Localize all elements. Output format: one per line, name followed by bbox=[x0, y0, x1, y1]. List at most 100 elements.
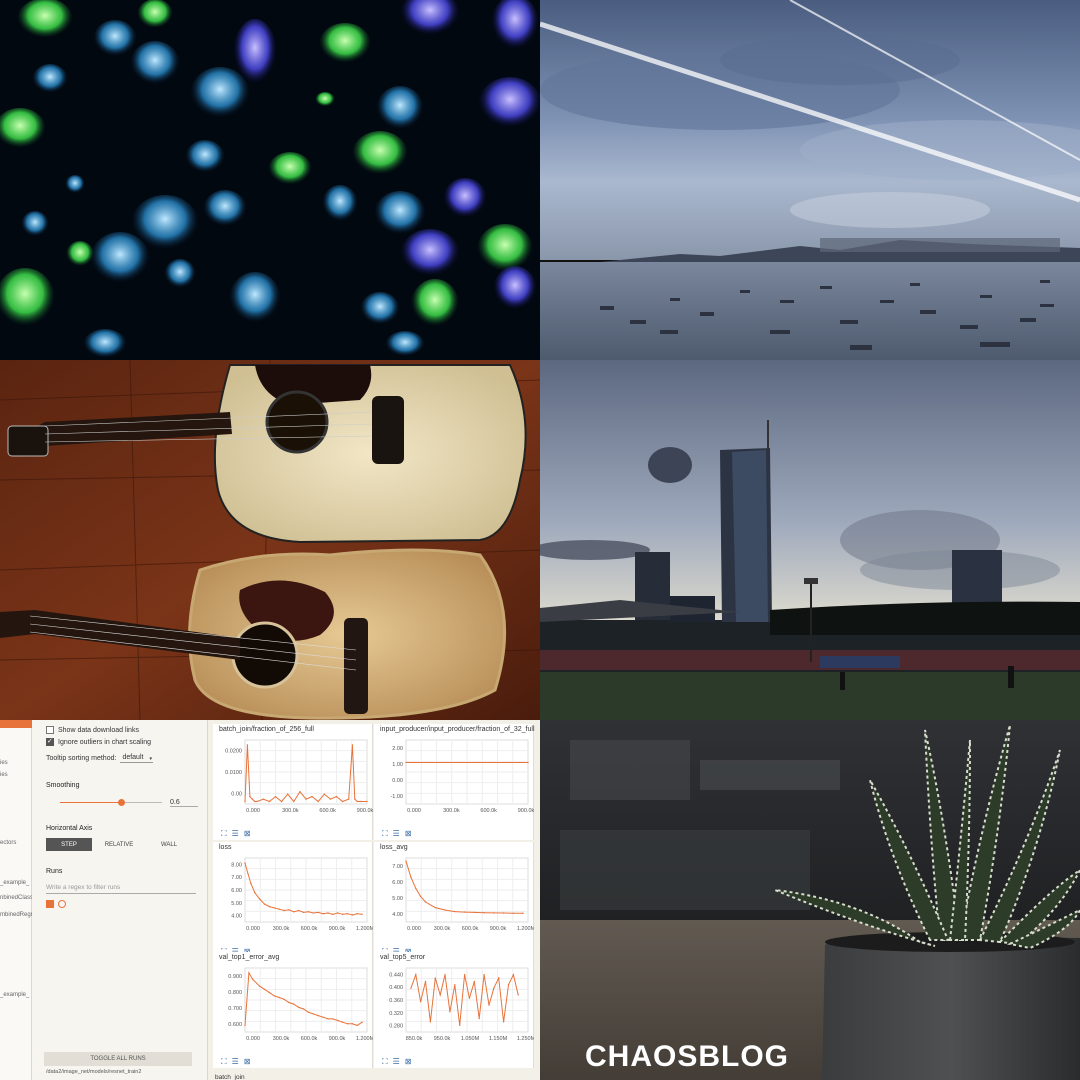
data-point bbox=[502, 1021, 505, 1023]
download-links-checkbox[interactable] bbox=[46, 726, 54, 734]
data-point bbox=[502, 912, 505, 914]
data-point bbox=[254, 800, 256, 803]
data-point bbox=[263, 988, 266, 990]
data-point bbox=[351, 914, 354, 916]
expand-icon[interactable]: ⛶ bbox=[382, 947, 388, 957]
y-tick-label: 8.00 bbox=[231, 862, 242, 868]
data-point bbox=[356, 913, 358, 915]
y-tick-label: -1.00 bbox=[390, 794, 403, 800]
ignore-outliers-option[interactable]: Ignore outliers in chart scaling bbox=[46, 737, 151, 746]
expand-icon[interactable]: ⛶ bbox=[221, 1057, 227, 1066]
data-point bbox=[360, 800, 362, 803]
data-point bbox=[478, 1017, 480, 1020]
x-tick-label: 300.0k bbox=[443, 808, 460, 814]
download-links-option[interactable]: Show data download links bbox=[46, 726, 139, 734]
expand-icon[interactable]: ⛶ bbox=[382, 829, 388, 838]
data-point bbox=[293, 1003, 295, 1005]
data-point bbox=[463, 911, 466, 913]
fit-domain-icon[interactable]: ⊠ bbox=[244, 947, 251, 957]
x-tick-label: 300.0k bbox=[434, 926, 451, 932]
menu-icon[interactable]: ☰ bbox=[392, 1057, 400, 1066]
fit-domain-icon[interactable]: ⊠ bbox=[405, 947, 412, 957]
x-tick-label: 900.0k bbox=[490, 926, 507, 932]
expand-icon[interactable]: ⛶ bbox=[221, 829, 227, 838]
runs-filter-input[interactable]: Write a regex to filter runs bbox=[46, 884, 196, 894]
tooltip-sorting-select[interactable]: default bbox=[120, 754, 154, 763]
data-point bbox=[473, 911, 475, 914]
data-point bbox=[405, 860, 407, 862]
data-point bbox=[287, 793, 289, 795]
data-point bbox=[419, 895, 422, 898]
data-point bbox=[434, 906, 436, 909]
chart-plot: 0.600 0.700 0.800 0.900 0.000 300.0k 600.0k 900… bbox=[228, 967, 373, 1042]
data-point bbox=[312, 1013, 314, 1015]
tooltip-sorting-label: Tooltip sorting method: bbox=[46, 755, 117, 762]
expand-icon[interactable]: ⛶ bbox=[221, 947, 227, 957]
x-tick-label: 0.000 bbox=[246, 808, 260, 814]
x-tick-label: 1.150M bbox=[489, 1036, 508, 1042]
x-tick-label: 1.050M bbox=[461, 1036, 480, 1042]
data-point bbox=[246, 744, 249, 746]
fit-domain-icon[interactable]: ⊠ bbox=[243, 829, 251, 838]
data-point bbox=[439, 994, 441, 996]
succulent-image bbox=[540, 720, 1080, 1080]
y-tick-label: 0.0100 bbox=[225, 770, 242, 776]
x-tick-label: 1.200M bbox=[517, 926, 534, 932]
data-point bbox=[459, 1024, 461, 1026]
menu-icon[interactable]: ☰ bbox=[231, 1057, 239, 1066]
data-point bbox=[332, 913, 334, 915]
data-point bbox=[258, 985, 261, 987]
fit-domain-icon[interactable]: ⊠ bbox=[404, 1057, 412, 1066]
menu-icon[interactable]: ☰ bbox=[232, 947, 239, 957]
menu-icon[interactable]: ☰ bbox=[393, 947, 400, 957]
x-tick-label: 850.0k bbox=[406, 1036, 423, 1042]
y-tick-label: 6.00 bbox=[231, 888, 242, 894]
data-point bbox=[493, 987, 495, 989]
ignore-outliers-checkbox[interactable] bbox=[46, 737, 54, 746]
fragment-text: nbinedClass bbox=[0, 895, 34, 901]
data-point bbox=[302, 1008, 305, 1010]
chart-title: batch_join/fraction_of_256_full bbox=[219, 726, 314, 733]
fit-domain-icon[interactable]: ⊠ bbox=[404, 829, 412, 838]
y-tick-label: 0.700 bbox=[228, 1006, 242, 1012]
expand-icon[interactable]: ⛶ bbox=[382, 1057, 388, 1066]
data-point bbox=[278, 908, 280, 910]
smoothing-value[interactable]: 0.6 bbox=[170, 799, 198, 807]
run-item[interactable] bbox=[46, 900, 66, 908]
axis-wall-button[interactable]: WALL bbox=[160, 841, 178, 848]
toggle-all-runs-button[interactable]: TOGGLE ALL RUNS bbox=[44, 1052, 192, 1066]
horizontal-axis-heading: Horizontal Axis bbox=[46, 825, 93, 832]
data-point bbox=[263, 903, 266, 905]
x-tick-label: 300.0k bbox=[282, 808, 299, 814]
run-checkbox[interactable] bbox=[46, 900, 54, 908]
axis-step-button[interactable]: STEP bbox=[46, 838, 92, 851]
y-tick-label: 6.00 bbox=[392, 880, 403, 886]
data-point bbox=[293, 800, 295, 803]
data-point bbox=[327, 1018, 329, 1020]
menu-icon[interactable]: ☰ bbox=[231, 829, 239, 838]
smoothing-slider-knob[interactable] bbox=[118, 799, 126, 806]
jellyfish-image bbox=[0, 0, 540, 360]
smoothing-heading: Smoothing bbox=[46, 782, 80, 789]
x-tick-label: 1.250M bbox=[517, 1036, 534, 1042]
data-point bbox=[454, 910, 456, 913]
data-point bbox=[346, 913, 349, 915]
data-point bbox=[483, 974, 485, 976]
fragment-text: ies bbox=[0, 772, 8, 778]
chart-title: input_producer/input_producer/fraction_o… bbox=[380, 726, 535, 733]
skyline-image bbox=[540, 360, 1080, 720]
data-point bbox=[346, 1023, 349, 1025]
data-point bbox=[356, 800, 358, 803]
fragment-text: ectors bbox=[0, 840, 17, 846]
x-tick-label: 300.0k bbox=[273, 1036, 290, 1042]
smoothing-slider[interactable] bbox=[60, 799, 162, 806]
data-point bbox=[252, 978, 254, 981]
data-point bbox=[254, 891, 256, 894]
axis-relative-button[interactable]: RELATIVE bbox=[104, 841, 134, 848]
data-point bbox=[517, 994, 519, 996]
x-tick-label: 950.0k bbox=[434, 1036, 451, 1042]
fit-domain-icon[interactable]: ⊠ bbox=[243, 1057, 251, 1066]
chart-plot: 4.00 5.00 6.00 7.00 0.000 300.0k 600.0k 900.0k 1… bbox=[392, 857, 534, 932]
menu-icon[interactable]: ☰ bbox=[392, 829, 400, 838]
x-tick-label: 1.200M bbox=[356, 926, 373, 932]
